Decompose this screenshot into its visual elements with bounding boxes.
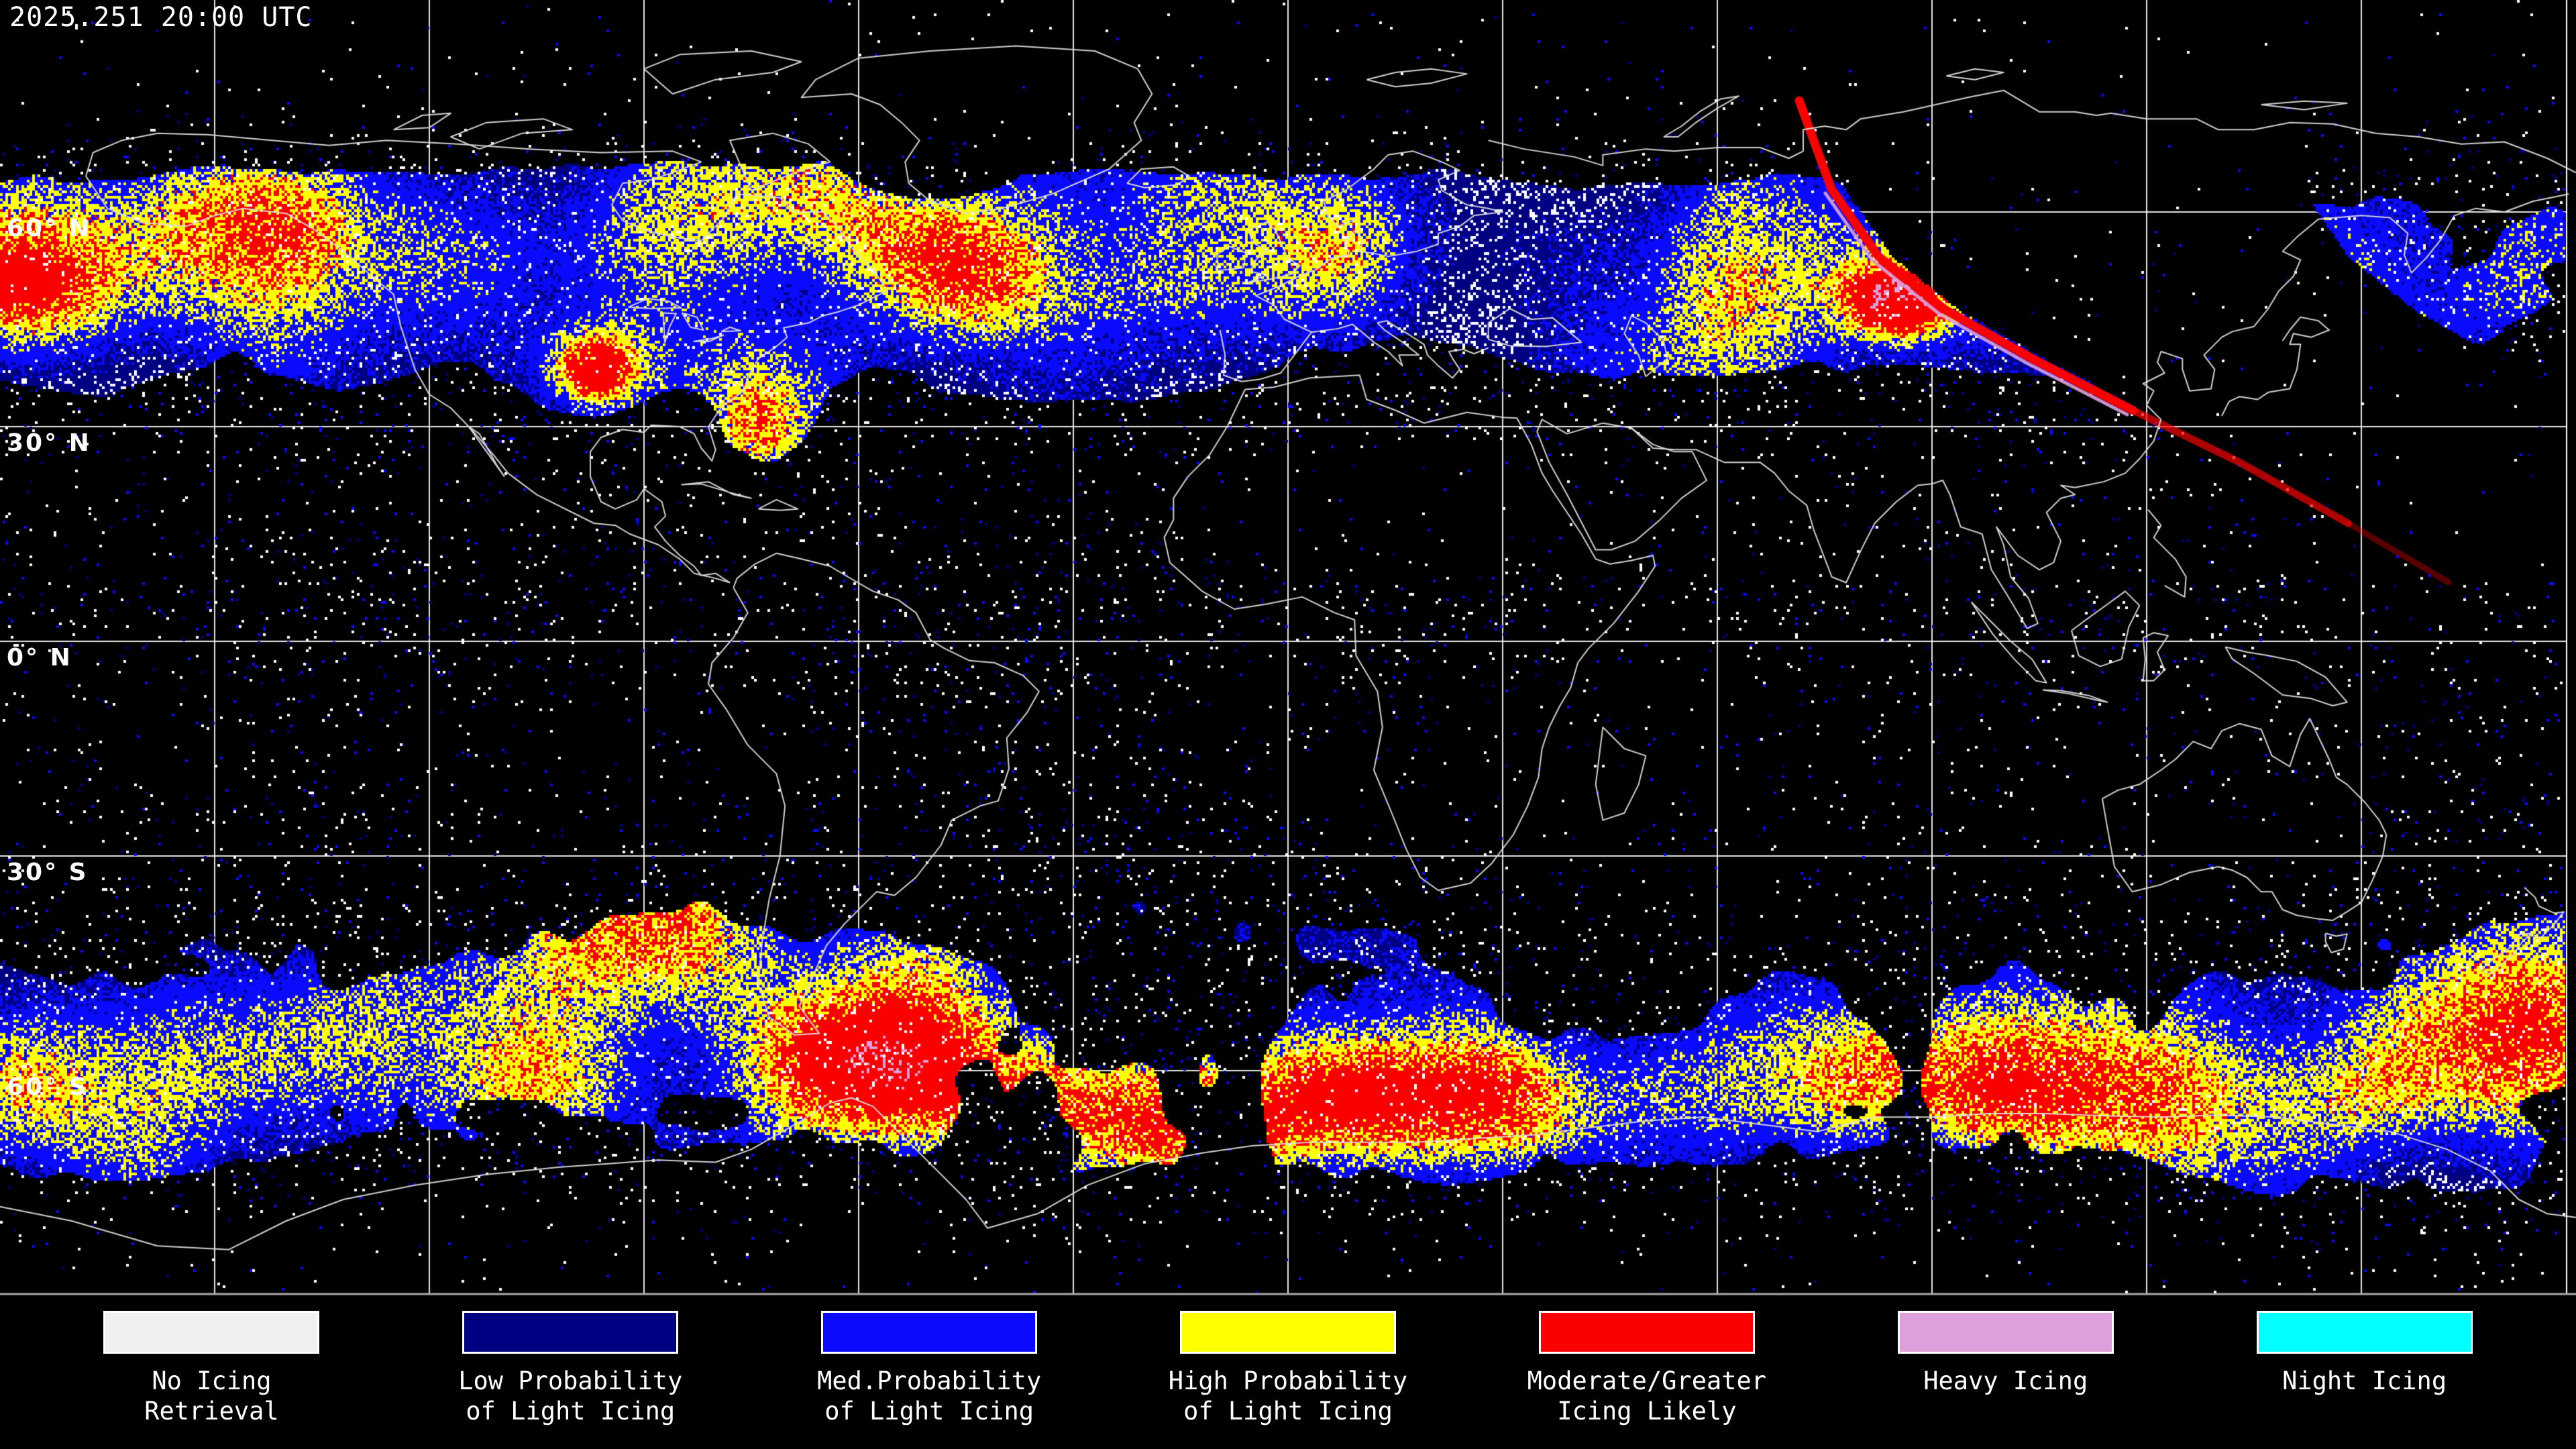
low-prob-swatch	[462, 1311, 679, 1354]
legend-item-heavy: Heavy Icing	[1826, 1307, 2185, 1449]
legend-label-line1: Heavy Icing	[1923, 1366, 2088, 1395]
lat-label-0n: 0° N	[7, 644, 72, 672]
legend-item-low-prob: Low Probability of Light Icing	[391, 1307, 750, 1449]
legend-label-line2: of Light Icing	[466, 1397, 676, 1426]
timestamp: 2025.251 20:00 UTC	[9, 2, 313, 33]
legend-label-line1: Moderate/Greater	[1527, 1366, 1767, 1395]
med-prob-swatch	[821, 1311, 1038, 1354]
lat-label-30n: 30° N	[7, 429, 91, 457]
legend-label-line1: Low Probability	[458, 1366, 683, 1395]
legend-item-no-icing: No Icing Retrieval	[32, 1307, 391, 1449]
heavy-icing-swatch	[1897, 1311, 2114, 1354]
world-icing-map: 2025.251 20:00 UTC 60° N 30° N 0° N 30° …	[0, 0, 2576, 1307]
lat-label-30s: 30° S	[7, 859, 89, 886]
legend-label-line1: Night Icing	[2282, 1366, 2447, 1395]
legend-label-line2: Retrieval	[144, 1397, 279, 1426]
lat-label-60s: 60° S	[7, 1073, 89, 1101]
legend-item-moderate: Moderate/Greater Icing Likely	[1467, 1307, 1826, 1449]
legend-label-line2: of Light Icing	[1183, 1397, 1393, 1426]
no-icing-swatch	[103, 1311, 320, 1354]
legend-item-night: Night Icing	[2185, 1307, 2544, 1449]
icing-data-canvas	[0, 0, 2576, 1307]
legend-label-line1: No Icing	[152, 1366, 272, 1395]
legend-item-high-prob: High Probability of Light Icing	[1109, 1307, 1468, 1449]
night-icing-swatch	[2256, 1311, 2473, 1354]
legend-label-line1: High Probability	[1168, 1366, 1408, 1395]
legend-item-med-prob: Med.Probability of Light Icing	[750, 1307, 1109, 1449]
legend-label-line1: Med.Probability	[817, 1366, 1042, 1395]
legend: No Icing Retrieval Low Probability of Li…	[0, 1307, 2576, 1449]
high-prob-swatch	[1180, 1311, 1396, 1354]
legend-label-line2: of Light Icing	[824, 1397, 1034, 1426]
lat-label-60n: 60° N	[7, 215, 91, 242]
moderate-swatch	[1538, 1311, 1755, 1354]
legend-label-line2: Icing Likely	[1557, 1397, 1737, 1426]
